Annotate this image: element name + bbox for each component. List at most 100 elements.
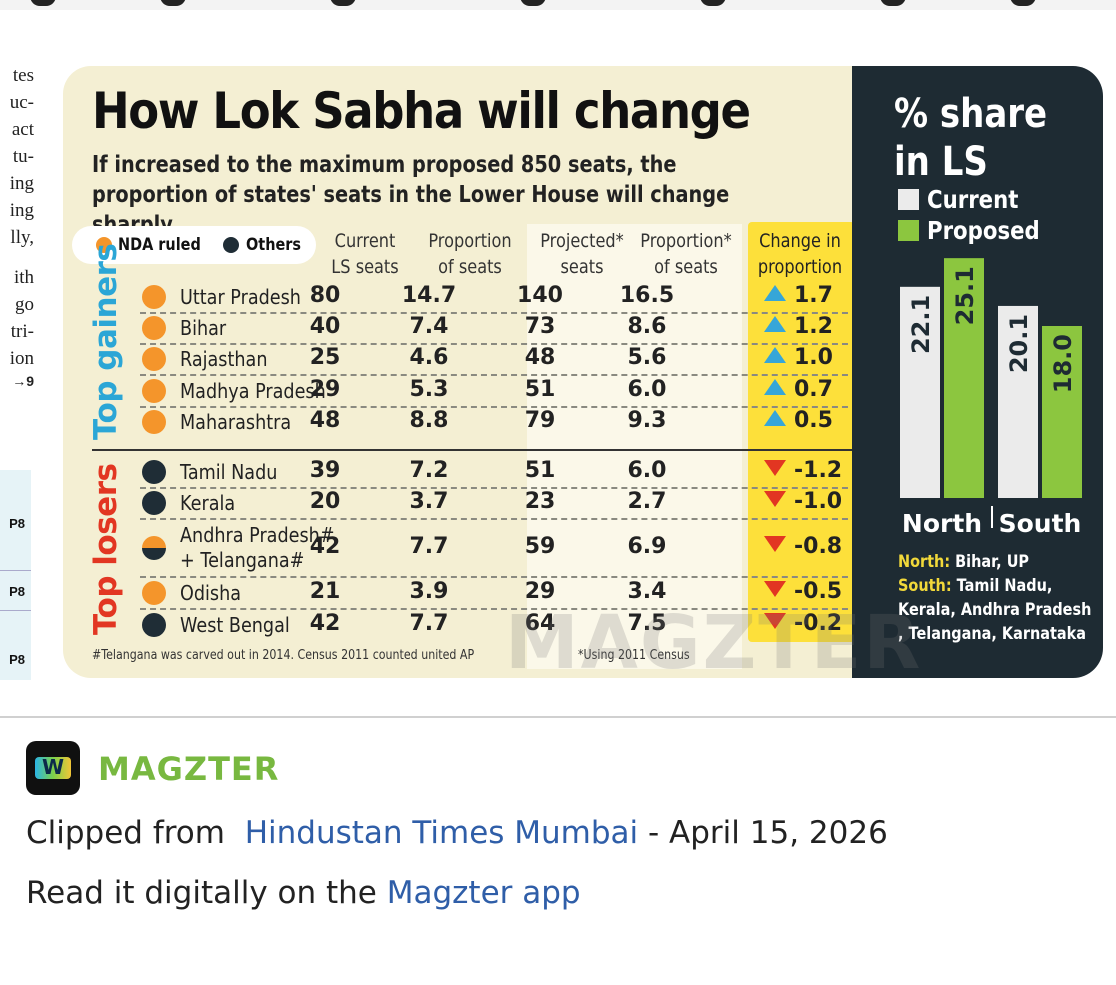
page-ref[interactable]: P8	[9, 584, 25, 599]
bar-south-current	[998, 305, 1038, 498]
table-row: Kerala 20 3.7 23 2.7 -1.0	[140, 488, 858, 518]
table-row: Odisha 21 3.9 29 3.4 -0.5	[140, 578, 858, 608]
chart-title: % share in LS	[894, 91, 1048, 185]
cell-proportion: 5.3	[409, 377, 449, 402]
down-triangle-icon	[764, 613, 786, 629]
cell-change: -0.5	[764, 579, 842, 604]
proposed-swatch-icon	[898, 220, 919, 241]
article-line: ing	[9, 200, 34, 221]
cell-current: 40	[309, 314, 341, 339]
party-dot-icon	[142, 285, 166, 309]
row-separator	[140, 518, 858, 520]
cell-proportion: 8.8	[409, 408, 449, 433]
party-legend: NDA ruled Others	[72, 226, 316, 264]
page-ref[interactable]: P8	[9, 652, 25, 667]
party-dot-icon	[142, 536, 166, 560]
state-name-line: + Telangana#	[180, 548, 305, 572]
article-line: lly,	[10, 227, 34, 248]
cell-current: 25	[309, 345, 341, 370]
footnote-census: *Using 2011 Census	[578, 648, 690, 663]
cell-proj-proportion: 7.5	[627, 611, 667, 636]
up-triangle-icon	[764, 347, 786, 363]
cell-proportion: 14.7	[401, 283, 457, 308]
cell-proportion: 7.7	[409, 534, 449, 559]
magzter-brand[interactable]: MAGZTER	[98, 750, 280, 788]
cell-proportion: 7.7	[409, 611, 449, 636]
row-separator	[140, 487, 858, 489]
row-separator	[140, 343, 858, 345]
state-name: Bihar	[180, 315, 227, 340]
projected-shade	[527, 224, 742, 669]
table-row: Bihar 40 7.4 73 8.6 1.2	[140, 313, 858, 343]
clip-date: - April 15, 2026	[638, 815, 888, 851]
bar-value-label: 20.1	[1005, 314, 1033, 373]
state-name: Uttar Pradesh	[180, 284, 301, 309]
cell-proj-proportion: 2.7	[627, 489, 667, 514]
change-value: 1.2	[794, 314, 833, 339]
article-line: act	[11, 119, 34, 140]
region-notes: North: Bihar, UP South: Tamil Nadu, Kera…	[898, 550, 1094, 646]
magzter-app-link[interactable]: Magzter app	[386, 875, 581, 911]
article-line: go	[15, 294, 34, 315]
bar-north-proposed	[944, 258, 984, 498]
cell-projected: 59	[524, 534, 556, 559]
cell-proportion: 4.6	[409, 345, 449, 370]
publication-link[interactable]: Hindustan Times Mumbai	[244, 815, 639, 851]
top-strip	[0, 0, 1116, 10]
category-label-south: South	[999, 509, 1082, 538]
party-dot-icon	[142, 581, 166, 605]
down-triangle-icon	[764, 460, 786, 476]
cell-projected: 23	[524, 489, 556, 514]
cell-proportion: 3.9	[409, 579, 449, 604]
cell-proj-proportion: 3.4	[627, 579, 667, 604]
col-projected: Projected* seats	[540, 230, 624, 278]
cell-current: 42	[309, 534, 341, 559]
change-value: 1.7	[794, 283, 833, 308]
col-change: Change in proportion	[757, 230, 843, 278]
infographic-title: How Lok Sabha will change	[92, 82, 751, 140]
north-key: North:	[898, 552, 951, 572]
current-swatch-icon	[898, 189, 919, 210]
cell-change: 0.7	[764, 377, 833, 402]
clipped-prefix: Clipped from	[26, 815, 225, 851]
party-dot-icon	[142, 460, 166, 484]
cell-current: 80	[309, 283, 341, 308]
article-line: uc-	[9, 92, 34, 113]
cell-projected: 51	[524, 377, 556, 402]
cell-projected: 79	[524, 408, 556, 433]
row-separator	[140, 608, 858, 610]
state-name: Rajasthan	[180, 346, 268, 371]
cell-change: 1.0	[764, 345, 833, 370]
change-value: -1.0	[794, 489, 843, 514]
cell-proj-proportion: 6.0	[627, 458, 667, 483]
cell-proj-proportion: 6.0	[627, 377, 667, 402]
article-fragment: tes uc- act tu- ing ing lly, ith go tri-…	[0, 62, 34, 395]
cell-current: 48	[309, 408, 341, 433]
bar-value-label: 18.0	[1049, 334, 1077, 393]
magzter-app-icon[interactable]	[26, 741, 80, 795]
col-proportion: Proportion of seats	[428, 230, 512, 278]
cell-projected: 73	[524, 314, 556, 339]
cell-proj-proportion: 9.3	[627, 408, 667, 433]
page-ref[interactable]: P8	[9, 516, 25, 531]
state-name: Odisha	[180, 580, 242, 605]
north-states: Bihar, UP	[955, 552, 1030, 572]
down-triangle-icon	[764, 536, 786, 552]
cell-proportion: 7.4	[409, 314, 449, 339]
table-row: Maharashtra 48 8.8 79 9.3 0.5	[140, 407, 858, 437]
down-triangle-icon	[764, 581, 786, 597]
legend-current-label: Current	[927, 185, 1019, 214]
table-row: West Bengal 42 7.7 64 7.5 -0.2	[140, 610, 858, 640]
read-digitally-line: Read it digitally on the Magzter app	[26, 875, 581, 911]
south-states: Tamil Nadu, Kerala, Andhra Pradesh , Tel…	[898, 576, 1092, 644]
cell-current: 21	[309, 579, 341, 604]
table-row: Madhya Pradesh 29 5.3 51 6.0 0.7	[140, 376, 858, 406]
bar-north-current	[900, 286, 940, 498]
change-value: -0.2	[794, 611, 843, 636]
clipped-from-line: Clipped from Hindustan Times Mumbai - Ap…	[26, 815, 888, 851]
share-bar-chart: 22.1 25.1 North 20.1 18.0 South	[900, 258, 1082, 538]
up-triangle-icon	[764, 316, 786, 332]
change-value: 1.0	[794, 345, 833, 370]
cell-change: -0.8	[764, 534, 842, 559]
article-continuation[interactable]: →9	[12, 373, 34, 389]
